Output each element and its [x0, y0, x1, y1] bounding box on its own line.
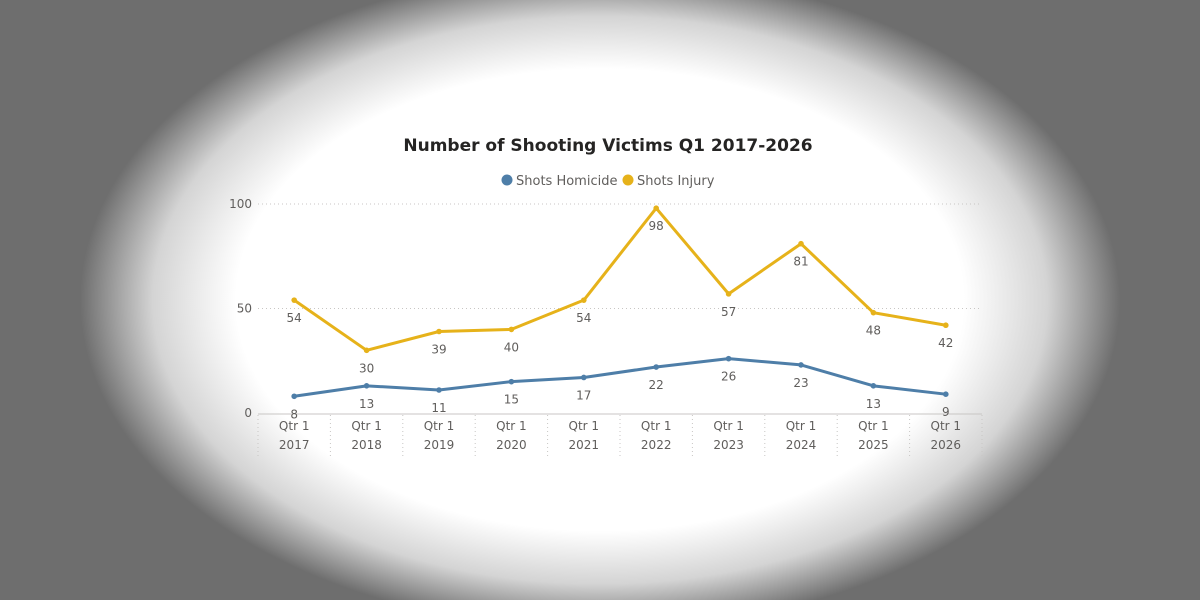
- data-label-s1-8: 23: [793, 376, 808, 390]
- data-label-s2-1: 54: [287, 311, 302, 325]
- x-tick-quarter-2: Qtr 1: [351, 419, 382, 433]
- x-tick-year-9: 2025: [858, 438, 889, 452]
- data-point-s2-1: [291, 297, 298, 303]
- x-tick-quarter-10: Qtr 1: [931, 419, 962, 433]
- data-label-s1-6: 22: [649, 378, 664, 392]
- data-label-s1-10: 9: [942, 405, 950, 419]
- series-line-2: [292, 206, 948, 352]
- x-tick-quarter-8: Qtr 1: [786, 419, 817, 433]
- x-tick-quarter-5: Qtr 1: [569, 419, 600, 433]
- data-point-s1-4: [508, 378, 515, 385]
- x-tick-quarter-4: Qtr 1: [496, 419, 527, 433]
- data-point-s1-6: [653, 364, 659, 370]
- y-tick-label-0: 0: [244, 406, 252, 420]
- data-point-s2-5: [581, 297, 587, 303]
- y-axis: 0 50 100: [229, 197, 252, 420]
- data-label-s1-3: 11: [431, 401, 446, 415]
- x-tick-quarter-1: Qtr 1: [279, 419, 310, 433]
- x-axis: Qtr 1 2017 Qtr 1 2018 Qtr 1 2019 Qtr 1 2020 Qtr …: [257, 413, 983, 456]
- data-label-s1-4: 15: [504, 393, 519, 407]
- data-point-s1-3: [436, 387, 442, 393]
- data-label-s2-5: 54: [576, 311, 591, 325]
- data-point-s2-8: [798, 240, 804, 247]
- data-point-s1-1: [291, 393, 298, 400]
- y-tick-label-100: 100: [229, 197, 252, 211]
- data-point-s2-9: [870, 309, 877, 316]
- data-label-s2-4: 40: [504, 340, 519, 354]
- series-layer: [291, 205, 949, 400]
- data-point-s2-2: [363, 347, 370, 354]
- data-point-s1-9: [870, 383, 877, 389]
- data-label-s1-2: 13: [359, 397, 374, 411]
- data-label-s2-2: 30: [359, 361, 374, 375]
- data-point-s1-8: [798, 362, 804, 368]
- legend: Shots Homicide Shots Injury: [501, 174, 715, 189]
- data-label-s2-9: 48: [866, 324, 881, 338]
- data-point-s1-10: [943, 391, 949, 397]
- data-label-s1-9: 13: [866, 397, 881, 411]
- x-tick-year-3: 2019: [424, 438, 455, 452]
- x-tick-quarter-7: Qtr 1: [713, 419, 744, 433]
- data-label-s2-10: 42: [938, 336, 953, 350]
- data-label-s1-5: 17: [576, 388, 591, 402]
- x-tick-quarter-9: Qtr 1: [858, 419, 889, 433]
- legend-marker-1: [501, 174, 513, 186]
- x-tick-year-10: 2026: [931, 438, 962, 452]
- x-tick-year-5: 2021: [569, 438, 600, 452]
- data-label-s2-7: 57: [721, 305, 736, 319]
- x-tick-year-7: 2023: [713, 438, 744, 452]
- data-label-s2-8: 81: [793, 255, 808, 269]
- y-tick-label-50: 50: [237, 302, 252, 316]
- data-label-s2-6: 98: [649, 219, 664, 233]
- data-label-s1-1: 8: [290, 407, 298, 421]
- data-point-s2-4: [508, 326, 515, 333]
- data-point-s1-2: [363, 383, 370, 389]
- x-tick-quarter-6: Qtr 1: [641, 419, 672, 433]
- x-tick-year-8: 2024: [786, 438, 817, 452]
- data-point-s2-3: [436, 328, 442, 335]
- data-point-s2-7: [725, 291, 732, 297]
- data-point-s1-7: [725, 355, 732, 362]
- gridlines: [258, 203, 982, 309]
- x-tick-year-4: 2020: [496, 438, 527, 452]
- data-labels: 8 13 11 15 17 22 26 23 13 9 54 30 39 40 54 98 57 81 48 42: [287, 219, 954, 421]
- series-line-1: [292, 357, 948, 398]
- chart-title: Number of Shooting Victims Q1 2017-2026: [403, 136, 812, 156]
- x-tick-quarter-3: Qtr 1: [424, 419, 455, 433]
- x-tick-year-1: 2017: [279, 438, 310, 452]
- x-tick-year-6: 2022: [641, 438, 672, 452]
- data-point-s1-5: [581, 374, 587, 381]
- data-point-s2-10: [943, 322, 949, 329]
- data-label-s1-7: 26: [721, 370, 736, 384]
- data-point-s2-6: [653, 205, 659, 211]
- legend-marker-2: [622, 174, 634, 186]
- data-label-s2-3: 39: [431, 342, 446, 356]
- x-tick-year-2: 2018: [351, 438, 382, 452]
- legend-label-2: Shots Injury: [637, 174, 715, 189]
- legend-label-1: Shots Homicide: [516, 174, 617, 189]
